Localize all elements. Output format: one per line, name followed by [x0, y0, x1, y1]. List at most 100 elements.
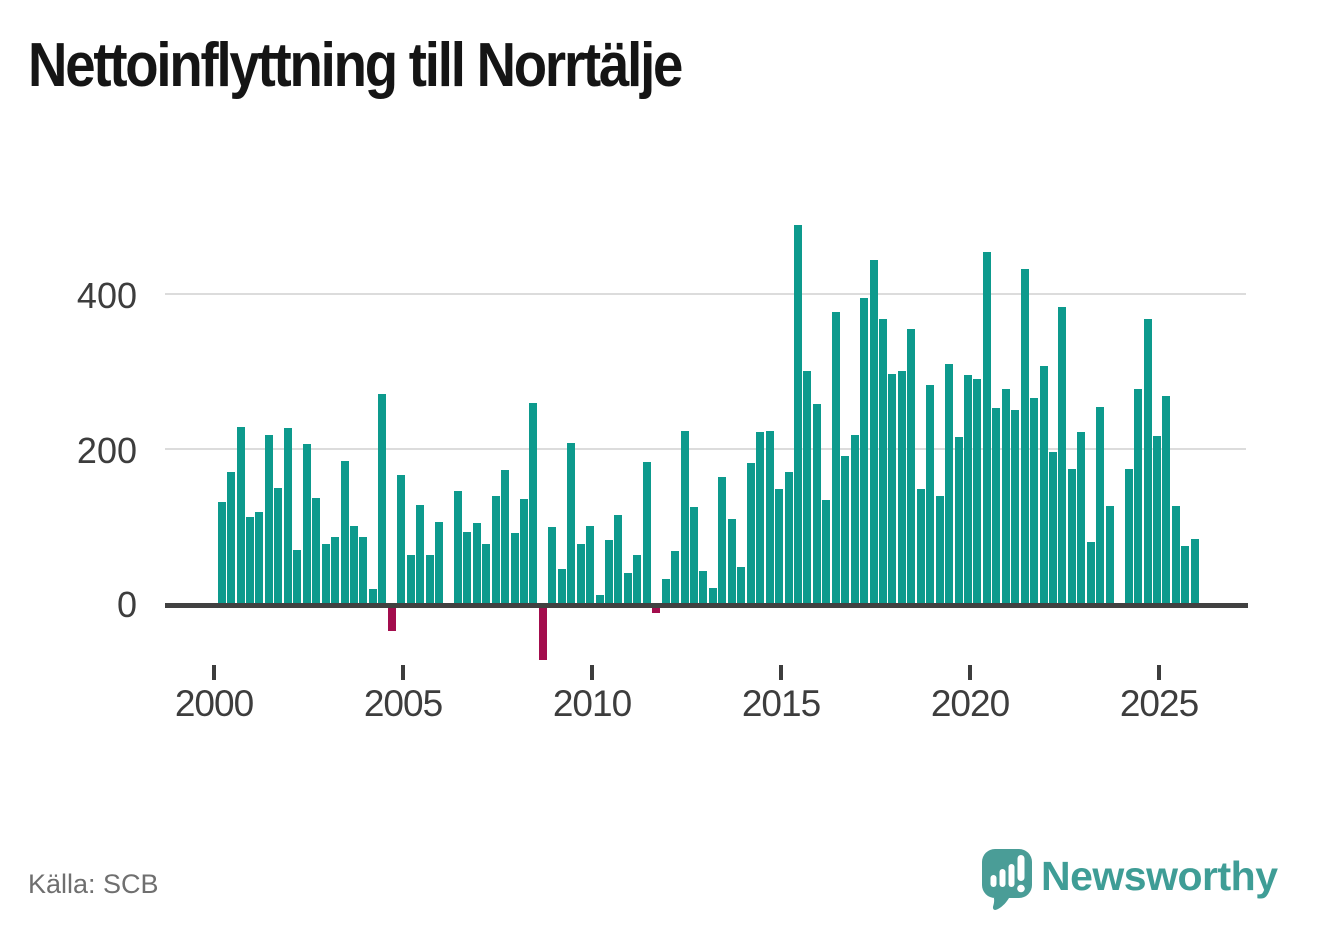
bar-2022-q2: [1058, 307, 1067, 603]
bar-2015-q2: [793, 225, 802, 603]
bar-2007-q2: [491, 496, 500, 603]
bar-2016-q3: [841, 456, 850, 603]
bar-2016-q1: [822, 500, 831, 603]
bar-2001-q4: [283, 428, 292, 603]
bar-2014-q4: [775, 488, 784, 603]
bar-2007-q1: [482, 543, 491, 603]
bar-2008-q4: [548, 527, 557, 603]
bar-2003-q1: [331, 536, 340, 603]
bar-2015-q4: [812, 404, 821, 603]
bar-2002-q2: [302, 443, 311, 603]
bar-2012-q4: [699, 570, 708, 603]
bar-2001-q3: [274, 487, 283, 603]
x-axis-label-2025: 2025: [1119, 683, 1199, 724]
bar-2013-q3: [727, 518, 736, 603]
bar-2023-q1: [1086, 541, 1095, 603]
bar-2019-q2: [945, 364, 954, 603]
bar-2018-q2: [907, 328, 916, 603]
y-axis-label-0: 0: [116, 584, 137, 625]
x-axis-tick-2005: [401, 665, 405, 680]
bar-2004-q3: [387, 608, 396, 632]
bar-2016-q4: [850, 435, 859, 603]
bar-2020-q1: [973, 378, 982, 603]
bar-2024-q3: [1143, 318, 1152, 603]
bar-2014-q3: [765, 430, 774, 603]
bar-2010-q4: [623, 572, 632, 603]
bar-2025-q3: [1181, 545, 1190, 603]
bar-2019-q1: [935, 495, 944, 603]
bar-2014-q1: [746, 463, 755, 603]
bar-2001-q2: [264, 434, 273, 603]
bar-2009-q4: [586, 525, 595, 603]
bar-2016-q2: [831, 311, 840, 603]
bar-2017-q3: [878, 318, 887, 603]
bar-2018-q3: [916, 488, 925, 603]
bar-2008-q1: [520, 498, 528, 603]
x-axis-label-2015: 2015: [741, 683, 821, 724]
bar-2010-q1: [595, 595, 604, 603]
bar-2006-q4: [472, 523, 481, 603]
bar-2018-q4: [926, 385, 935, 603]
bar-2022-q3: [1067, 469, 1076, 603]
bar-2005-q2: [416, 504, 425, 603]
bar-2025-q1: [1162, 395, 1171, 603]
bar-2017-q2: [869, 260, 878, 603]
bar-2013-q1: [708, 587, 717, 603]
x-axis-tick-2010: [590, 665, 594, 680]
bar-2015-q3: [803, 371, 812, 603]
bar-2011-q1: [633, 555, 642, 603]
bar-2000-q3: [236, 426, 245, 603]
bar-2010-q3: [614, 514, 623, 603]
bar-2021-q2: [1020, 268, 1029, 603]
bar-2000-q4: [246, 517, 255, 603]
bar-2005-q1: [406, 555, 415, 603]
bar-2022-q4: [1077, 431, 1086, 603]
bar-2020-q2: [982, 251, 991, 603]
bar-2007-q3: [501, 470, 510, 603]
brand-footer: Newsworthy: [981, 846, 1301, 916]
x-axis-label-2000: 2000: [174, 683, 254, 724]
bar-2019-q3: [954, 436, 963, 603]
source-note: Källa: SCB: [28, 869, 159, 899]
bar-2008-q3: [538, 608, 547, 660]
bar-2023-q2: [1096, 406, 1105, 603]
x-axis-tick-2020: [968, 665, 972, 680]
bar-2009-q3: [576, 544, 585, 603]
bar-2017-q1: [860, 297, 869, 603]
bar-2023-q3: [1105, 506, 1114, 603]
brand-name: Newsworthy: [1041, 853, 1278, 899]
chart-title: Nettoinflyttning till Norrtälje: [28, 31, 683, 100]
x-axis-tick-2015: [779, 665, 783, 680]
bar-2025-q2: [1171, 506, 1180, 603]
bar-2005-q3: [425, 555, 434, 603]
gridline-400: [165, 293, 1246, 295]
bar-2013-q2: [718, 477, 727, 603]
x-axis-tick-2000: [212, 665, 216, 680]
bar-2004-q1: [368, 589, 377, 603]
bar-2004-q2: [378, 394, 387, 603]
bar-2007-q4: [510, 532, 519, 603]
bar-2010-q2: [605, 540, 614, 603]
bar-2003-q4: [359, 537, 368, 603]
x-axis-tick-2025: [1157, 665, 1161, 680]
bar-2011-q4: [661, 579, 670, 603]
bar-2021-q4: [1039, 365, 1048, 603]
bar-2008-q2: [529, 402, 538, 603]
bar-2000-q2: [227, 471, 236, 603]
bar-2005-q4: [434, 521, 443, 603]
bar-2021-q1: [1011, 409, 1020, 603]
x-axis-line: [165, 603, 1248, 608]
newsworthy-speech-bubble-barchart-icon: [982, 849, 1032, 911]
bar-2020-q3: [992, 407, 1001, 603]
bar-2011-q2: [642, 461, 651, 603]
bar-2018-q1: [897, 371, 906, 603]
bar-2019-q4: [964, 375, 972, 603]
bar-2003-q3: [349, 525, 358, 603]
bar-2006-q2: [453, 490, 462, 603]
bar-2024-q1: [1124, 469, 1133, 603]
bar-2009-q2: [567, 443, 576, 603]
gridline-200: [165, 447, 1246, 450]
bar-2012-q2: [680, 430, 689, 603]
